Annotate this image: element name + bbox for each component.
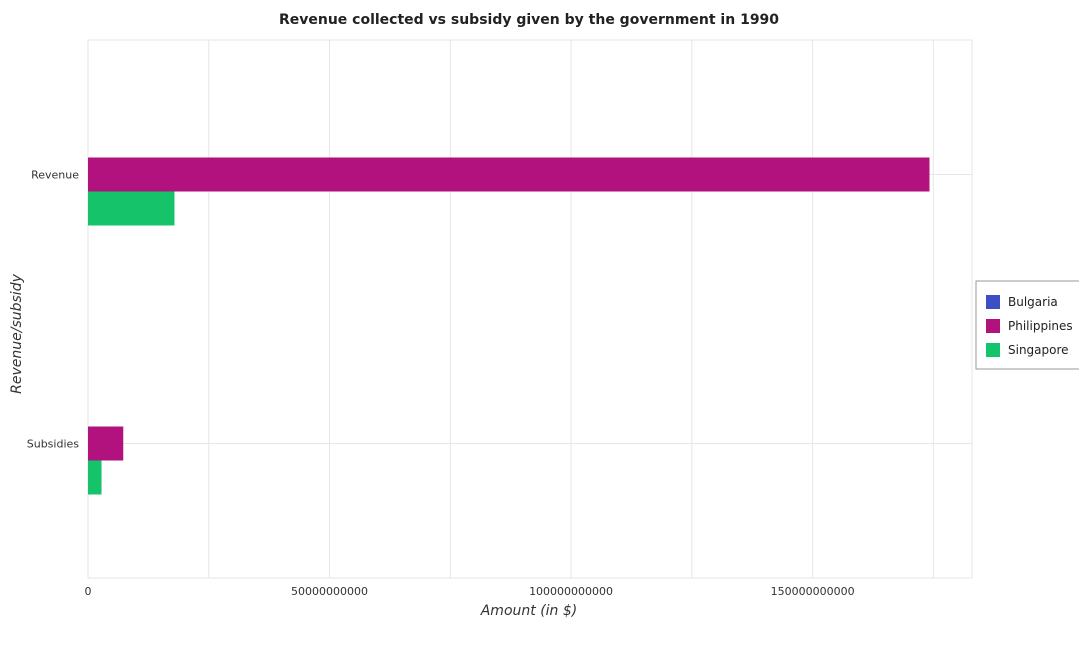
y-tick-label: Subsidies: [27, 438, 80, 451]
y-axis-ticks: Revenue Subsidies: [27, 169, 80, 451]
bars: [88, 157, 930, 495]
bar-philippines-revenue: [88, 157, 930, 192]
x-tick-label: 50000000000: [291, 585, 368, 598]
plot-area-border: [87, 39, 973, 579]
legend-label: Philippines: [1008, 319, 1073, 333]
legend-label: Singapore: [1008, 343, 1069, 357]
x-tick-label: 150000000000: [771, 585, 855, 598]
gridlines: [87, 39, 973, 579]
legend-label: Bulgaria: [1008, 295, 1058, 309]
x-tick-label: 100000000000: [529, 585, 613, 598]
chart-title: Revenue collected vs subsidy given by th…: [279, 12, 779, 28]
x-axis-ticks: 0 50000000000 100000000000 150000000000: [85, 585, 855, 598]
legend: Bulgaria Philippines Singapore: [975, 280, 1079, 370]
y-axis-label: Revenue/subsidy: [9, 273, 25, 393]
bar-singapore-subsidies: [88, 460, 102, 495]
x-tick-label: 0: [85, 585, 92, 598]
x-axis-label: Amount (in $): [480, 603, 578, 619]
legend-swatch: [986, 343, 1000, 357]
legend-swatch: [986, 319, 1000, 333]
legend-swatch: [986, 295, 1000, 309]
y-tick-label: Revenue: [31, 169, 79, 182]
bar-philippines-subsidies: [88, 426, 124, 461]
bar-singapore-revenue: [88, 191, 175, 226]
